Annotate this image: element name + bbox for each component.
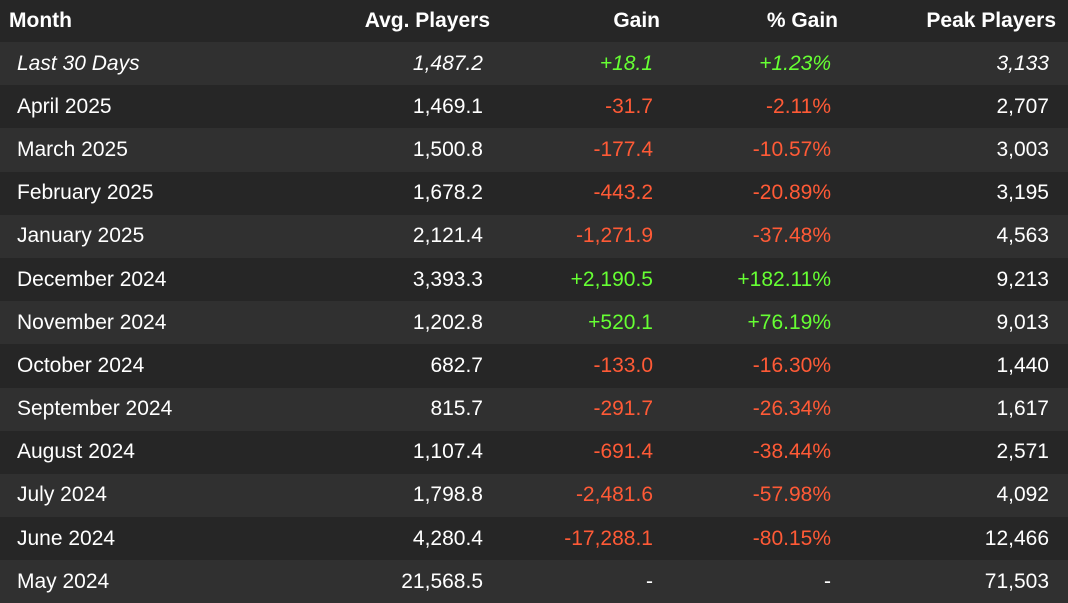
cell-pct-gain: -2.11% <box>672 85 850 129</box>
cell-month: October 2024 <box>0 344 240 388</box>
cell-gain: +520.1 <box>502 301 672 345</box>
cell-pct-gain: -57.98% <box>672 473 850 518</box>
cell-peak-players: 71,503 <box>850 560 1068 603</box>
cell-pct-gain: -80.15% <box>672 517 850 561</box>
cell-avg-players: 21,568.5 <box>240 560 502 603</box>
cell-avg-players: 4,280.4 <box>240 517 502 561</box>
cell-month: May 2024 <box>0 560 240 603</box>
cell-month: March 2025 <box>0 128 240 172</box>
column-header-month[interactable]: Month <box>0 0 240 42</box>
table-row: November 2024 1,202.8 +520.1 +76.19% 9,013 <box>0 301 1068 345</box>
cell-avg-players: 815.7 <box>240 387 502 431</box>
cell-month: January 2025 <box>0 214 240 258</box>
cell-pct-gain: -16.30% <box>672 344 850 388</box>
cell-peak-players: 3,003 <box>850 128 1068 172</box>
cell-month: April 2025 <box>0 85 240 129</box>
cell-pct-gain: - <box>672 560 850 603</box>
table-row: October 2024 682.7 -133.0 -16.30% 1,440 <box>0 344 1068 388</box>
table-row: Last 30 Days 1,487.2 +18.1 +1.23% 3,133 <box>0 42 1068 86</box>
cell-month: February 2025 <box>0 171 240 215</box>
cell-gain: -17,288.1 <box>502 517 672 561</box>
table-header-row: Month Avg. Players Gain % Gain Peak Play… <box>0 0 1068 42</box>
cell-pct-gain: -38.44% <box>672 430 850 474</box>
cell-peak-players: 4,563 <box>850 214 1068 258</box>
cell-pct-gain: -37.48% <box>672 214 850 258</box>
column-header-pct-gain[interactable]: % Gain <box>672 0 850 42</box>
cell-month: November 2024 <box>0 301 240 345</box>
cell-month: December 2024 <box>0 257 240 302</box>
cell-month: July 2024 <box>0 473 240 518</box>
table-row: September 2024 815.7 -291.7 -26.34% 1,617 <box>0 387 1068 431</box>
cell-avg-players: 1,798.8 <box>240 473 502 518</box>
cell-peak-players: 3,133 <box>850 42 1068 86</box>
cell-pct-gain: +1.23% <box>672 42 850 86</box>
table-row: March 2025 1,500.8 -177.4 -10.57% 3,003 <box>0 128 1068 172</box>
cell-gain: -177.4 <box>502 128 672 172</box>
cell-pct-gain: -20.89% <box>672 171 850 215</box>
cell-peak-players: 1,617 <box>850 387 1068 431</box>
table-row: May 2024 21,568.5- -71,503 <box>0 560 1068 603</box>
cell-peak-players: 3,195 <box>850 171 1068 215</box>
cell-avg-players: 682.7 <box>240 344 502 388</box>
cell-gain: -443.2 <box>502 171 672 215</box>
cell-peak-players: 1,440 <box>850 344 1068 388</box>
cell-peak-players: 2,571 <box>850 430 1068 474</box>
table-row: April 2025 1,469.1 -31.7 -2.11% 2,707 <box>0 85 1068 129</box>
cell-gain: - <box>502 560 672 603</box>
cell-avg-players: 2,121.4 <box>240 214 502 258</box>
table-row: December 2024 3,393.3 +2,190.5 +182.11% 9,21… <box>0 257 1068 302</box>
cell-avg-players: 1,487.2 <box>240 42 502 86</box>
cell-pct-gain: +182.11% <box>672 257 850 302</box>
table-row: January 2025 2,121.4 -1,271.9 -37.48% 4,563 <box>0 214 1068 258</box>
table-row: February 2025 1,678.2 -443.2 -20.89% 3,195 <box>0 171 1068 215</box>
cell-avg-players: 1,500.8 <box>240 128 502 172</box>
cell-gain: -291.7 <box>502 387 672 431</box>
cell-pct-gain: +76.19% <box>672 301 850 345</box>
cell-pct-gain: -10.57% <box>672 128 850 172</box>
column-header-peak-players[interactable]: Peak Players <box>850 0 1068 42</box>
cell-gain: -31.7 <box>502 85 672 129</box>
cell-peak-players: 9,213 <box>850 257 1068 302</box>
column-header-avg-players[interactable]: Avg. Players <box>240 0 502 42</box>
cell-month: September 2024 <box>0 387 240 431</box>
cell-avg-players: 1,202.8 <box>240 301 502 345</box>
cell-gain: +2,190.5 <box>502 257 672 302</box>
cell-avg-players: 3,393.3 <box>240 257 502 302</box>
table-row: August 2024 1,107.4 -691.4 -38.44% 2,571 <box>0 430 1068 474</box>
cell-gain: -691.4 <box>502 430 672 474</box>
cell-month: August 2024 <box>0 430 240 474</box>
table-row: July 2024 1,798.8 -2,481.6 -57.98% 4,092 <box>0 473 1068 518</box>
cell-avg-players: 1,469.1 <box>240 85 502 129</box>
cell-gain: +18.1 <box>502 42 672 86</box>
column-header-gain[interactable]: Gain <box>502 0 672 42</box>
cell-peak-players: 2,707 <box>850 85 1068 129</box>
cell-month: June 2024 <box>0 517 240 561</box>
cell-peak-players: 12,466 <box>850 517 1068 561</box>
cell-peak-players: 4,092 <box>850 473 1068 518</box>
cell-avg-players: 1,107.4 <box>240 430 502 474</box>
table-row: June 2024 4,280.4 -17,288.1 -80.15% 12,466 <box>0 517 1068 561</box>
cell-avg-players: 1,678.2 <box>240 171 502 215</box>
cell-gain: -133.0 <box>502 344 672 388</box>
cell-month: Last 30 Days <box>0 42 240 86</box>
cell-gain: -1,271.9 <box>502 214 672 258</box>
cell-peak-players: 9,013 <box>850 301 1068 345</box>
cell-pct-gain: -26.34% <box>672 387 850 431</box>
table-body: Last 30 Days 1,487.2 +18.1 +1.23% 3,133 April… <box>0 42 1068 603</box>
cell-gain: -2,481.6 <box>502 473 672 518</box>
